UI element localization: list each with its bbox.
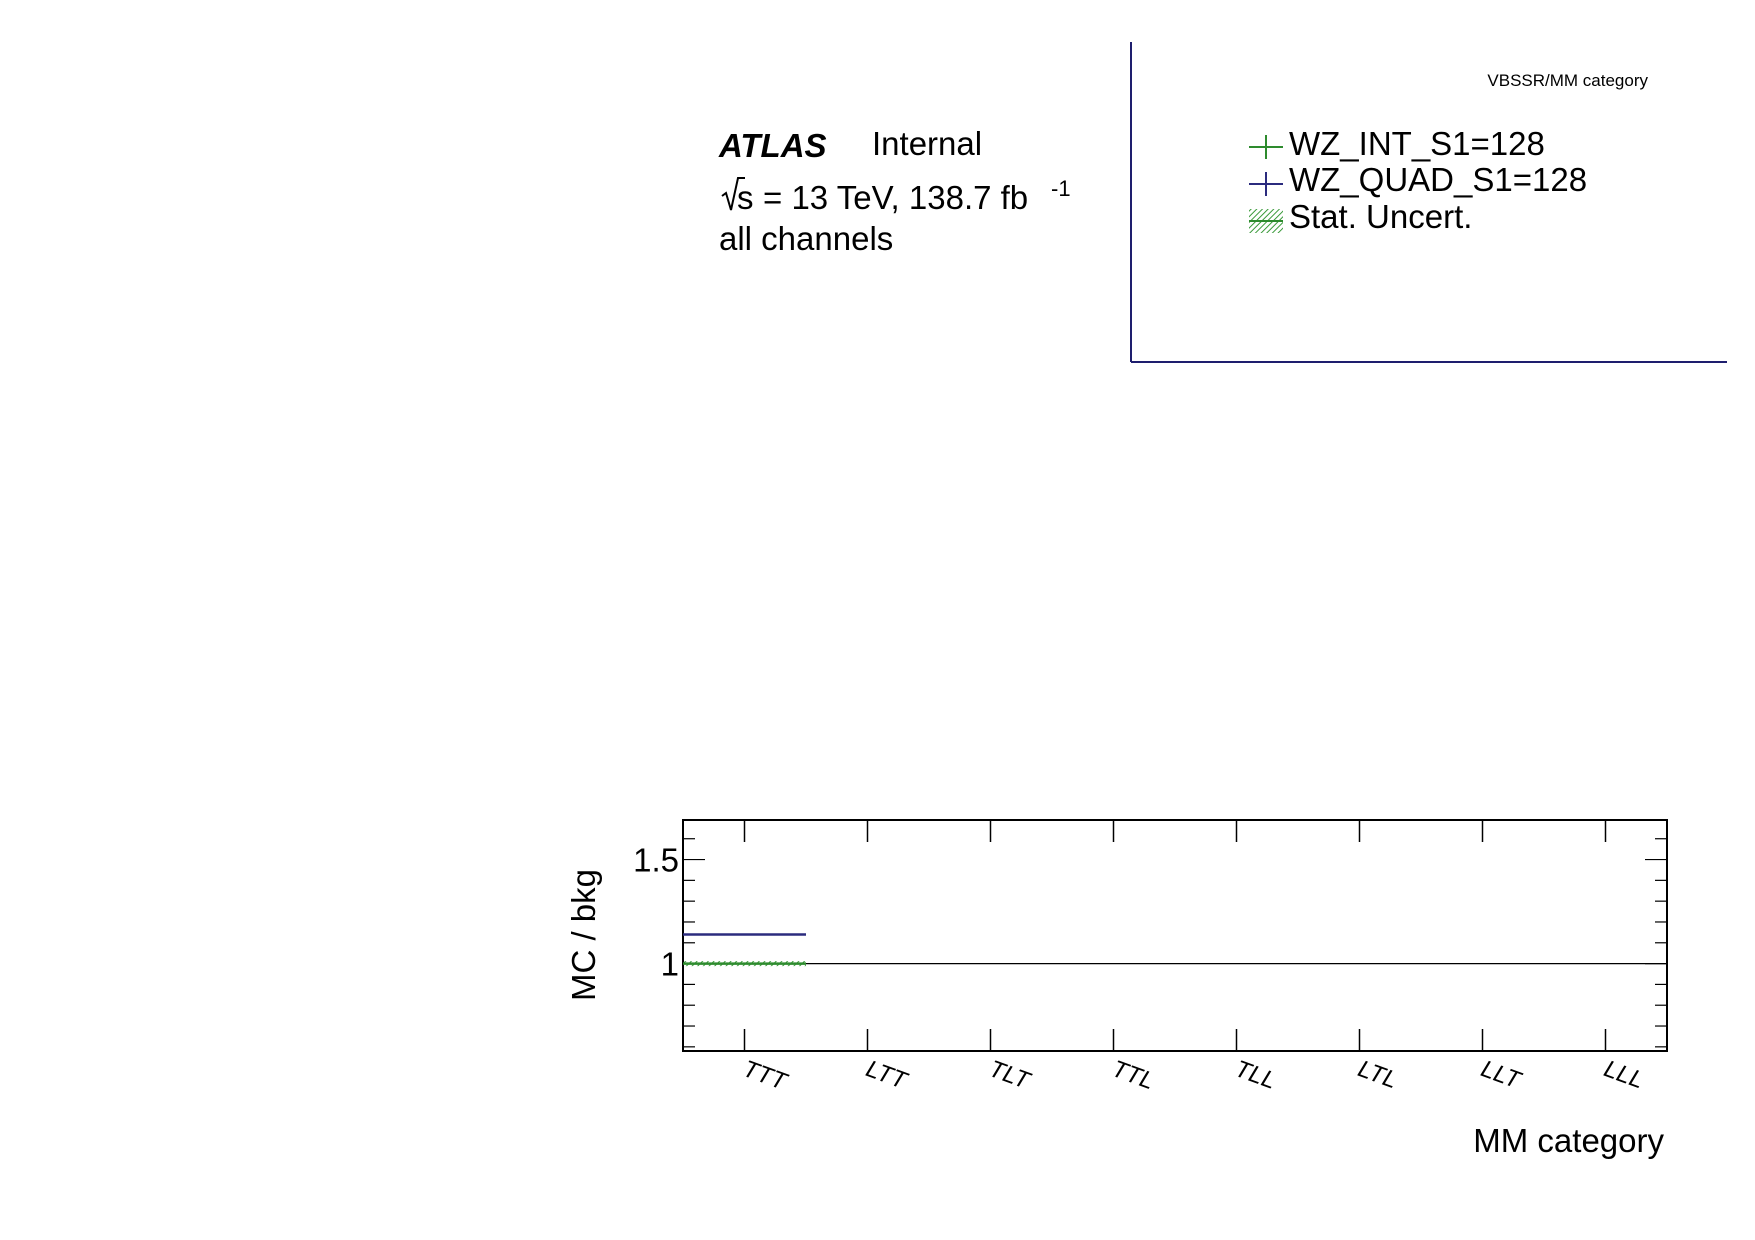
legend-label-wz-quad: WZ_QUAD_S1=128 — [1289, 161, 1587, 198]
x-tick-label: LLL — [1600, 1055, 1647, 1094]
y-tick-label: 1 — [661, 946, 679, 983]
legend: WZ_INT_S1=128 WZ_QUAD_S1=128 Stat. Uncer… — [1249, 125, 1587, 235]
x-tick-label: TLL — [1231, 1055, 1279, 1095]
x-tick-label: LTT — [862, 1055, 912, 1095]
status-label: Internal — [872, 125, 982, 162]
energy-text: = 13 TeV, 138.7 fb — [763, 179, 1028, 216]
legend-entry-wz-quad: WZ_QUAD_S1=128 — [1249, 161, 1587, 198]
x-axis-ticks — [743, 820, 1607, 1051]
x-tick-labels: TTT LTT TLT TTL TLL LTL LLT LLL — [739, 1055, 1647, 1096]
channel-label: all channels — [719, 220, 893, 257]
legend-label-stat-uncert: Stat. Uncert. — [1289, 198, 1472, 235]
legend-entry-stat-uncert: Stat. Uncert. — [1249, 198, 1472, 235]
y-tick-label: 1.5 — [633, 842, 679, 879]
lumi-exponent: -1 — [1051, 176, 1071, 201]
energy-lumi-label: s = 13 TeV, 138.7 fb -1 — [721, 176, 1071, 216]
sqrt-symbol — [721, 177, 745, 211]
category-title: VBSSR/MM category — [1487, 71, 1648, 90]
x-tick-label: TLT — [985, 1055, 1035, 1095]
x-axis-title: MM category — [1473, 1122, 1664, 1159]
y-axis-title: MC / bkg — [565, 869, 602, 1001]
x-tick-label: LTL — [1354, 1055, 1400, 1094]
series-layer — [683, 933, 806, 967]
ratio-pad: TTT LTT TLT TTL TLL LTL LLT LLL 1.51 — [633, 819, 1668, 1096]
ratio-pad-frame — [682, 819, 1668, 1052]
x-tick-label: LLT — [1477, 1055, 1526, 1095]
x-tick-label: TTL — [1108, 1055, 1157, 1095]
x-tick-label: TTT — [739, 1055, 792, 1096]
y-axis-ticks — [683, 838, 1667, 1048]
legend-entry-wz-int: WZ_INT_S1=128 — [1249, 125, 1545, 162]
legend-label-wz-int: WZ_INT_S1=128 — [1289, 125, 1545, 162]
atlas-label: ATLAS — [718, 127, 827, 164]
y-tick-labels: 1.51 — [633, 842, 679, 983]
sqrt-s-label: s — [737, 179, 754, 216]
